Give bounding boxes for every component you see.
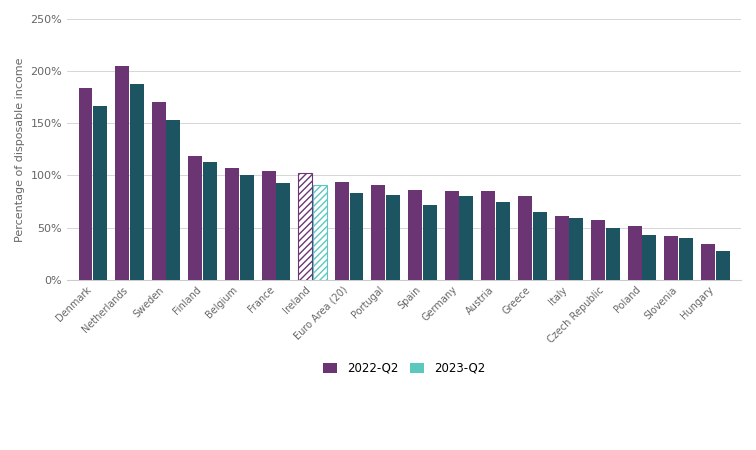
Bar xyxy=(482,191,495,280)
Bar xyxy=(569,218,583,280)
Bar xyxy=(643,235,656,280)
Bar xyxy=(445,191,459,280)
Bar xyxy=(349,193,364,280)
Bar xyxy=(665,236,678,280)
Bar xyxy=(240,176,253,280)
Bar xyxy=(460,196,473,280)
Bar xyxy=(408,190,422,280)
Bar xyxy=(203,162,217,280)
Y-axis label: Percentage of disposable income: Percentage of disposable income xyxy=(15,57,25,242)
Bar xyxy=(591,220,605,280)
Bar xyxy=(152,103,166,280)
Bar xyxy=(262,171,275,280)
Bar xyxy=(555,216,569,280)
Bar xyxy=(130,84,144,280)
Bar xyxy=(276,183,290,280)
Bar xyxy=(166,120,181,280)
Bar xyxy=(533,212,547,280)
Bar xyxy=(299,173,312,280)
Bar xyxy=(518,196,532,280)
Bar xyxy=(371,185,386,280)
Bar xyxy=(679,238,693,280)
Bar xyxy=(225,168,239,280)
Legend: 2022-Q2, 2023-Q2: 2022-Q2, 2023-Q2 xyxy=(320,358,488,378)
Bar xyxy=(79,88,92,280)
Bar xyxy=(716,251,730,280)
Bar xyxy=(701,244,715,280)
Bar xyxy=(335,182,349,280)
Bar xyxy=(93,106,107,280)
Bar xyxy=(606,228,620,280)
Bar xyxy=(386,195,400,280)
Bar xyxy=(423,205,437,280)
Bar xyxy=(188,156,203,280)
Bar xyxy=(496,202,510,280)
Bar xyxy=(313,185,327,280)
Bar xyxy=(627,225,642,280)
Bar xyxy=(115,66,129,280)
